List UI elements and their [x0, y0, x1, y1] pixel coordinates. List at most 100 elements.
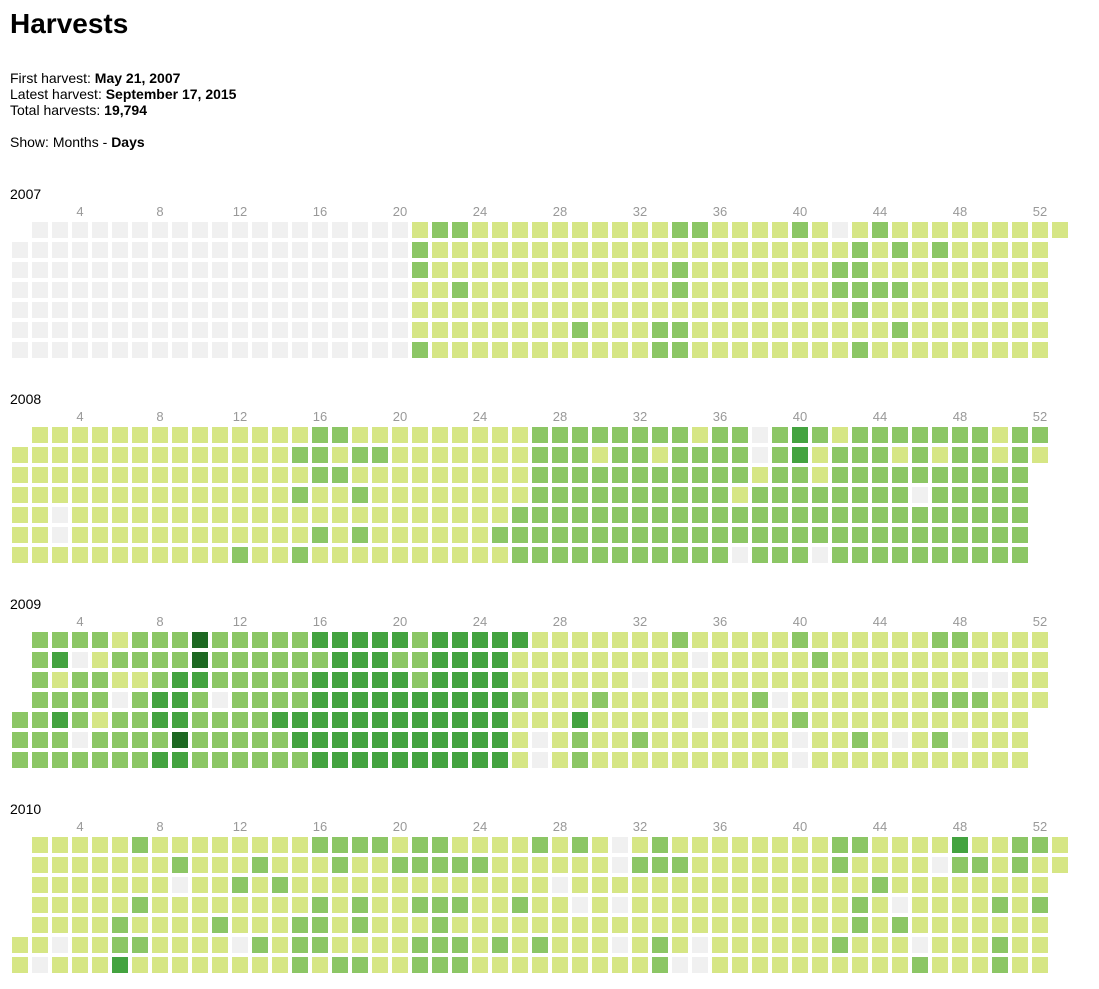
day-cell[interactable] — [552, 837, 568, 853]
day-cell[interactable] — [292, 467, 308, 483]
day-cell[interactable] — [992, 937, 1008, 953]
day-cell[interactable] — [792, 937, 808, 953]
day-cell[interactable] — [192, 937, 208, 953]
day-cell[interactable] — [92, 632, 108, 648]
day-cell[interactable] — [132, 857, 148, 873]
day-cell[interactable] — [432, 222, 448, 238]
day-cell[interactable] — [852, 712, 868, 728]
day-cell[interactable] — [192, 467, 208, 483]
day-cell[interactable] — [492, 917, 508, 933]
day-cell[interactable] — [852, 957, 868, 973]
day-cell[interactable] — [532, 427, 548, 443]
day-cell[interactable] — [992, 547, 1008, 563]
day-cell[interactable] — [972, 222, 988, 238]
day-cell[interactable] — [1012, 917, 1028, 933]
day-cell[interactable] — [672, 222, 688, 238]
day-cell[interactable] — [292, 712, 308, 728]
day-cell[interactable] — [152, 837, 168, 853]
day-cell[interactable] — [472, 547, 488, 563]
day-cell[interactable] — [332, 527, 348, 543]
day-cell[interactable] — [312, 692, 328, 708]
day-cell[interactable] — [372, 262, 388, 278]
day-cell[interactable] — [592, 222, 608, 238]
day-cell[interactable] — [72, 672, 88, 688]
day-cell[interactable] — [732, 692, 748, 708]
day-cell[interactable] — [752, 732, 768, 748]
day-cell[interactable] — [92, 897, 108, 913]
day-cell[interactable] — [752, 752, 768, 768]
day-cell[interactable] — [132, 547, 148, 563]
day-cell[interactable] — [732, 672, 748, 688]
day-cell[interactable] — [192, 547, 208, 563]
day-cell[interactable] — [652, 732, 668, 748]
day-cell[interactable] — [792, 857, 808, 873]
day-cell[interactable] — [192, 692, 208, 708]
day-cell[interactable] — [552, 447, 568, 463]
day-cell[interactable] — [152, 467, 168, 483]
day-cell[interactable] — [532, 712, 548, 728]
day-cell[interactable] — [132, 322, 148, 338]
day-cell[interactable] — [172, 752, 188, 768]
day-cell[interactable] — [372, 342, 388, 358]
day-cell[interactable] — [852, 937, 868, 953]
day-cell[interactable] — [252, 712, 268, 728]
day-cell[interactable] — [612, 507, 628, 523]
day-cell[interactable] — [412, 937, 428, 953]
day-cell[interactable] — [892, 487, 908, 503]
day-cell[interactable] — [892, 837, 908, 853]
day-cell[interactable] — [772, 632, 788, 648]
day-cell[interactable] — [72, 262, 88, 278]
day-cell[interactable] — [212, 487, 228, 503]
day-cell[interactable] — [652, 957, 668, 973]
day-cell[interactable] — [872, 342, 888, 358]
day-cell[interactable] — [292, 917, 308, 933]
day-cell[interactable] — [312, 917, 328, 933]
day-cell[interactable] — [812, 897, 828, 913]
day-cell[interactable] — [912, 692, 928, 708]
day-cell[interactable] — [592, 897, 608, 913]
day-cell[interactable] — [612, 242, 628, 258]
day-cell[interactable] — [972, 897, 988, 913]
day-cell[interactable] — [492, 487, 508, 503]
day-cell[interactable] — [152, 692, 168, 708]
day-cell[interactable] — [932, 222, 948, 238]
day-cell[interactable] — [272, 507, 288, 523]
day-cell[interactable] — [292, 427, 308, 443]
day-cell[interactable] — [892, 937, 908, 953]
day-cell[interactable] — [1012, 427, 1028, 443]
day-cell[interactable] — [712, 487, 728, 503]
day-cell[interactable] — [272, 222, 288, 238]
day-cell[interactable] — [592, 487, 608, 503]
day-cell[interactable] — [732, 652, 748, 668]
day-cell[interactable] — [252, 527, 268, 543]
day-cell[interactable] — [812, 547, 828, 563]
day-cell[interactable] — [932, 957, 948, 973]
day-cell[interactable] — [912, 222, 928, 238]
day-cell[interactable] — [752, 527, 768, 543]
day-cell[interactable] — [872, 222, 888, 238]
day-cell[interactable] — [772, 917, 788, 933]
day-cell[interactable] — [152, 487, 168, 503]
day-cell[interactable] — [552, 282, 568, 298]
day-cell[interactable] — [32, 322, 48, 338]
day-cell[interactable] — [392, 302, 408, 318]
day-cell[interactable] — [252, 507, 268, 523]
day-cell[interactable] — [852, 547, 868, 563]
day-cell[interactable] — [632, 302, 648, 318]
day-cell[interactable] — [152, 672, 168, 688]
day-cell[interactable] — [432, 897, 448, 913]
day-cell[interactable] — [412, 322, 428, 338]
day-cell[interactable] — [492, 957, 508, 973]
day-cell[interactable] — [12, 487, 28, 503]
day-cell[interactable] — [252, 752, 268, 768]
day-cell[interactable] — [592, 752, 608, 768]
day-cell[interactable] — [272, 652, 288, 668]
day-cell[interactable] — [532, 322, 548, 338]
day-cell[interactable] — [52, 712, 68, 728]
day-cell[interactable] — [1012, 342, 1028, 358]
day-cell[interactable] — [1012, 322, 1028, 338]
day-cell[interactable] — [292, 342, 308, 358]
day-cell[interactable] — [432, 242, 448, 258]
day-cell[interactable] — [672, 302, 688, 318]
day-cell[interactable] — [252, 877, 268, 893]
